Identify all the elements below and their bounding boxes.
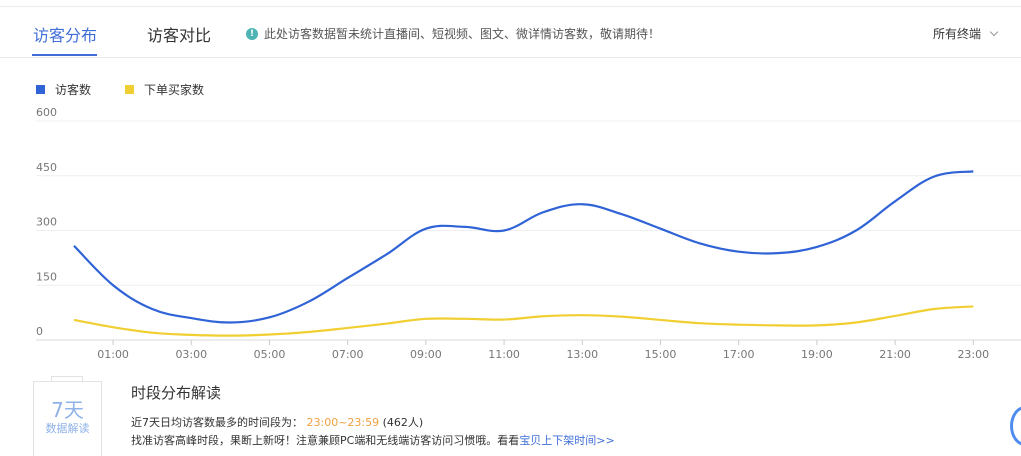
line-chart: 0 150 300 450 600 01:00 03:00 05:00 07:00 09:00 11… [36,106,1021,361]
notice-text: 此处访客数据暂未统计直播间、短视频、图文、微详情访客数，敬请期待！ [264,27,661,41]
tab-visitor-distribution[interactable]: 访客分布 [33,26,98,45]
y-tick-label: 150 [36,270,57,283]
y-tick-label: 600 [36,106,57,119]
x-tick-label: 03:00 [175,348,207,361]
seven-day-badge: 7天 数据解读 [33,381,102,456]
badge-notch [51,376,83,382]
y-tick-label: 450 [36,161,57,174]
device-select-value: 所有终端 [933,27,982,41]
series-line-buyers [73,305,974,337]
chart-legend: 访客数 下单买家数 [36,81,238,98]
x-tick-label: 21:00 [879,348,911,361]
chevron-down-icon [989,27,999,36]
legend-item-visitors[interactable]: 访客数 [36,81,91,98]
floating-action-button[interactable] [1010,406,1021,446]
notice: ! 此处访客数据暂未统计直播间、短视频、图文、微详情访客数，敬请期待！ [246,25,660,42]
x-tick-label: 17:00 [723,348,755,361]
x-tick-label: 01:00 [97,348,129,361]
device-select[interactable]: 所有终端 [933,25,999,42]
x-tick-label: 05:00 [254,348,286,361]
info-icon: ! [246,27,258,40]
legend-label-visitors: 访客数 [55,83,92,97]
legend-swatch-buyers [125,85,135,94]
x-tick-label: 09:00 [410,348,442,361]
x-tick-label: 23:00 [957,348,989,361]
peak-visitor-count: (462人) [382,416,424,429]
interpretation-tip-line: 找准访客高峰时段，果断上新呀！注意兼顾PC端和无线端访客访问习惯哦。看看宝贝上下… [131,432,615,448]
legend-item-buyers[interactable]: 下单买家数 [125,81,204,98]
interpretation-title: 时段分布解读 [131,384,222,402]
x-tick-label: 13:00 [566,348,598,361]
tip-text: 找准访客高峰时段，果断上新呀！注意兼顾PC端和无线端访客访问习惯哦。看看 [131,434,520,447]
top-bar: 访客分布 访客对比 ! 此处访客数据暂未统计直播间、短视频、图文、微详情访客数，… [0,0,1021,58]
listing-time-link[interactable]: 宝贝上下架时间>> [519,434,615,447]
x-tick-label: 11:00 [488,348,520,361]
tab-visitor-comparison[interactable]: 访客对比 [147,26,212,45]
peak-line-prefix: 近7天日均访客数最多的时间段为： [131,416,303,429]
active-tab-underline [32,54,97,56]
peak-time-range: 23:00~23:59 [306,416,380,429]
badge-big-text: 7天 [51,398,84,422]
x-tick-label: 07:00 [332,348,364,361]
top-divider [0,6,1021,7]
x-tick-label: 19:00 [801,348,833,361]
legend-label-buyers: 下单买家数 [144,83,205,97]
interpretation-peak-line: 近7天日均访客数最多的时间段为： 23:00~23:59 (462人) [131,414,423,430]
series-line-visitors [73,170,974,324]
x-tick-label: 15:00 [645,348,677,361]
legend-swatch-visitors [36,85,45,94]
y-tick-label: 0 [36,325,43,338]
badge-small-text: 数据解读 [45,422,90,435]
y-tick-label: 300 [36,216,57,229]
